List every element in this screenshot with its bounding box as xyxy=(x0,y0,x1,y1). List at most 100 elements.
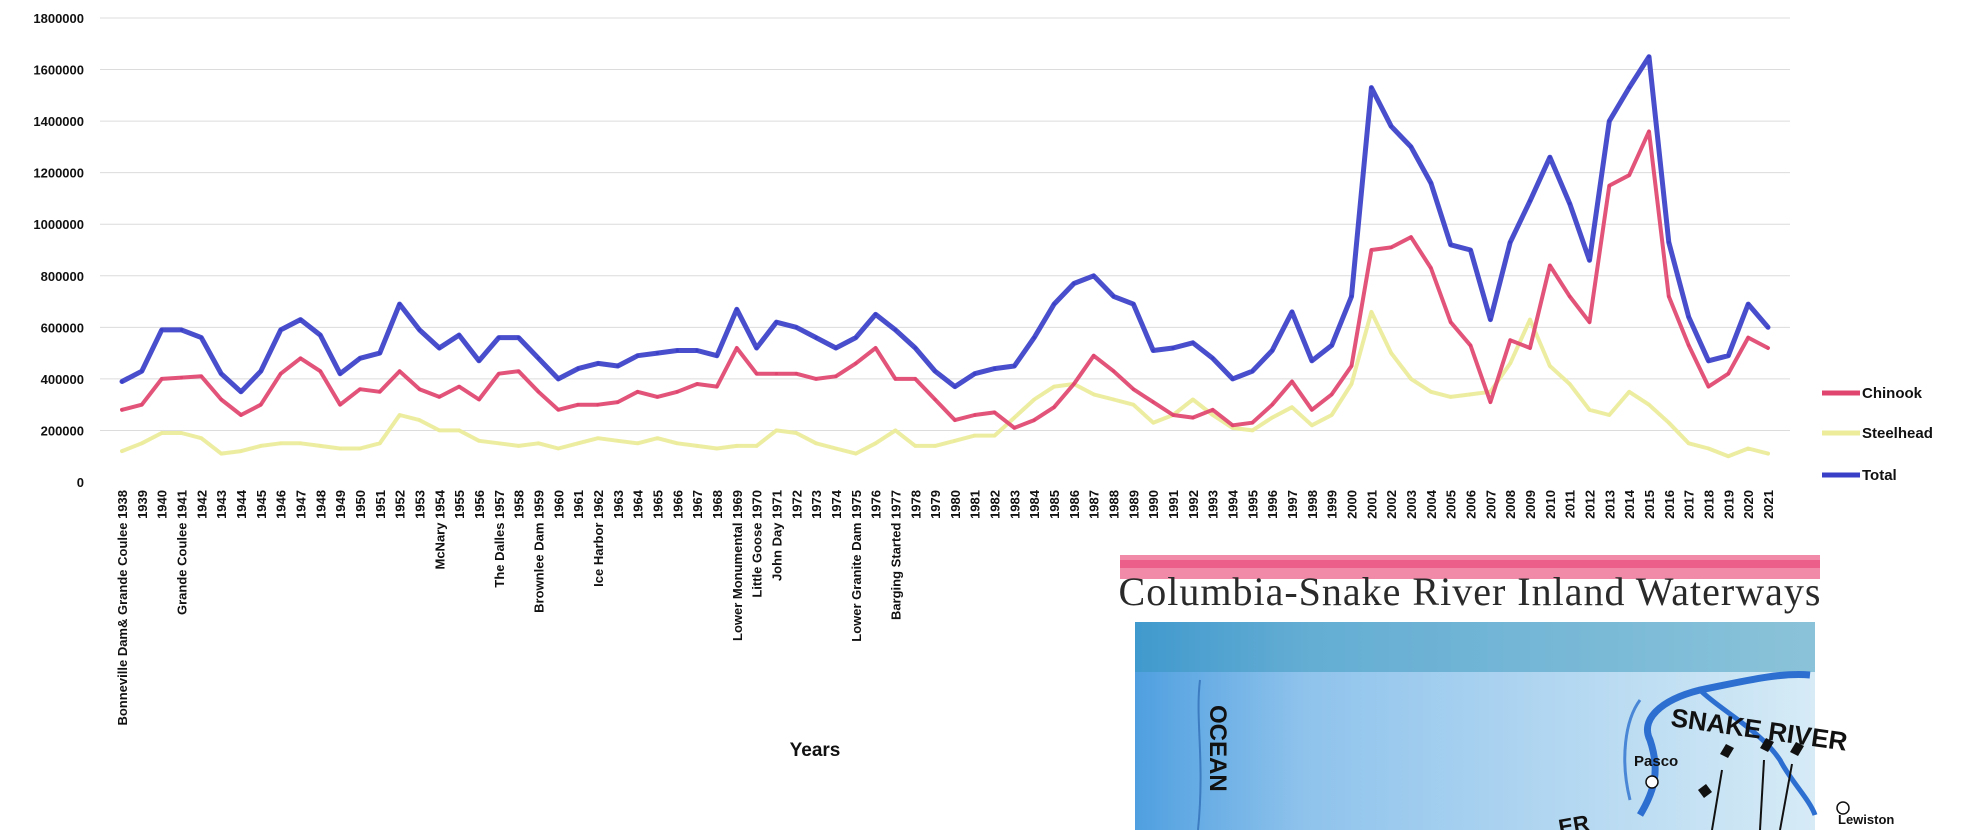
x-tick-label: 1978 xyxy=(908,490,923,519)
x-tick-label: 1992 xyxy=(1186,490,1201,519)
data-point-chinook xyxy=(1389,245,1393,249)
data-point-total xyxy=(239,390,243,394)
x-tick-label: 1991 xyxy=(1166,490,1181,519)
x-axis-ticks: Bonneville Dam& Grande Coulee 1938 1939 19… xyxy=(115,489,1776,725)
pointer-line-2 xyxy=(1759,759,1765,830)
data-point-chinook xyxy=(517,369,521,373)
data-point-steelhead xyxy=(616,439,620,443)
data-point-chinook xyxy=(1092,354,1096,358)
data-point-chinook xyxy=(259,403,263,407)
data-point-chinook xyxy=(457,385,461,389)
data-point-steelhead xyxy=(1112,397,1116,402)
data-point-steelhead xyxy=(1369,310,1373,314)
x-tick-label: 1944 xyxy=(234,489,249,519)
data-point-steelhead xyxy=(1349,382,1354,386)
data-point-total xyxy=(755,346,759,350)
data-point-steelhead xyxy=(1389,351,1393,355)
data-point-steelhead xyxy=(477,439,481,443)
x-tick-label: 1942 xyxy=(194,490,209,519)
data-point-chinook xyxy=(953,418,957,422)
data-point-total xyxy=(874,312,878,316)
series-line-chinook xyxy=(120,129,1770,430)
data-point-chinook xyxy=(1072,382,1076,386)
map-top-band xyxy=(1135,622,1815,672)
data-point-total xyxy=(1369,86,1373,90)
data-point-steelhead xyxy=(1627,390,1631,394)
data-point-chinook xyxy=(239,413,243,417)
data-point-chinook xyxy=(1706,385,1711,389)
x-tick-label: 2001 xyxy=(1364,490,1379,519)
data-point-total xyxy=(735,307,739,311)
data-point-steelhead xyxy=(1468,392,1473,396)
data-point-steelhead xyxy=(636,441,640,445)
data-point-steelhead xyxy=(219,452,223,456)
data-point-total xyxy=(1508,240,1512,244)
data-point-chinook xyxy=(715,385,719,389)
data-point-steelhead xyxy=(953,439,957,443)
x-tick-label: 1984 xyxy=(1027,489,1042,519)
data-point-total xyxy=(1726,354,1730,358)
map-title: Columbia-Snake River Inland Waterways xyxy=(1119,569,1822,614)
data-point-total xyxy=(556,377,560,381)
data-point-steelhead xyxy=(1310,423,1314,427)
data-point-chinook xyxy=(1449,320,1453,324)
data-point-chinook xyxy=(1508,338,1512,342)
data-point-chinook xyxy=(755,372,759,376)
data-point-steelhead xyxy=(497,441,501,445)
data-point-chinook xyxy=(298,356,303,360)
data-point-total xyxy=(219,372,223,376)
legend-label-steelhead: Steelhead xyxy=(1862,425,1933,442)
x-tick-label: Lower Monumental 1969 xyxy=(730,490,745,641)
data-point-chinook xyxy=(1191,416,1195,420)
x-tick-label: 2014 xyxy=(1622,489,1637,519)
data-point-steelhead xyxy=(1211,413,1215,417)
x-tick-label: 2009 xyxy=(1523,490,1538,519)
data-point-chinook xyxy=(1587,320,1592,324)
data-point-chinook xyxy=(913,377,917,381)
data-point-chinook xyxy=(1607,184,1611,188)
data-point-total xyxy=(179,328,184,332)
data-point-total xyxy=(1746,302,1750,306)
data-point-steelhead xyxy=(318,444,322,448)
data-point-chinook xyxy=(1112,369,1116,373)
data-point-steelhead xyxy=(517,444,521,448)
data-point-steelhead xyxy=(695,444,699,448)
x-tick-label: 1994 xyxy=(1226,489,1241,519)
series-lines xyxy=(119,54,1771,459)
data-point-total xyxy=(398,302,402,306)
map-area xyxy=(1135,622,1815,830)
data-point-total xyxy=(1627,86,1631,90)
data-point-steelhead xyxy=(358,446,362,451)
town-lewiston-marker xyxy=(1836,801,1850,815)
data-point-total xyxy=(715,354,719,358)
data-point-total xyxy=(576,367,580,371)
x-tick-label: 1964 xyxy=(631,489,646,519)
x-tick-label: 2008 xyxy=(1503,490,1518,519)
map-label-pasco: Pasco xyxy=(1634,753,1678,770)
series-points-chinook xyxy=(120,129,1770,430)
data-point-chinook xyxy=(874,346,878,350)
data-point-total xyxy=(1290,310,1294,314)
data-point-total xyxy=(1131,302,1135,306)
data-point-chinook xyxy=(854,361,858,365)
data-point-steelhead xyxy=(1409,377,1413,381)
data-point-steelhead xyxy=(1488,390,1492,394)
data-point-chinook xyxy=(1766,346,1770,350)
data-point-steelhead xyxy=(1706,446,1711,451)
data-point-steelhead xyxy=(398,413,402,417)
data-point-steelhead xyxy=(179,431,184,435)
series-line-total xyxy=(119,54,1771,395)
data-point-total xyxy=(1449,243,1453,247)
data-point-chinook xyxy=(1211,408,1215,412)
map-label-river-partial: ER xyxy=(1557,810,1592,830)
x-tick-label: Brownlee Dam 1959 xyxy=(531,490,546,613)
data-point-steelhead xyxy=(993,434,997,438)
data-point-chinook xyxy=(814,377,818,381)
data-point-total xyxy=(675,348,679,353)
data-point-chinook xyxy=(398,369,402,373)
data-point-total xyxy=(1706,359,1711,363)
y-tick-label: 1200000 xyxy=(33,166,84,181)
data-point-total xyxy=(1647,55,1651,59)
data-point-total xyxy=(1488,318,1492,322)
data-point-steelhead xyxy=(259,444,263,448)
